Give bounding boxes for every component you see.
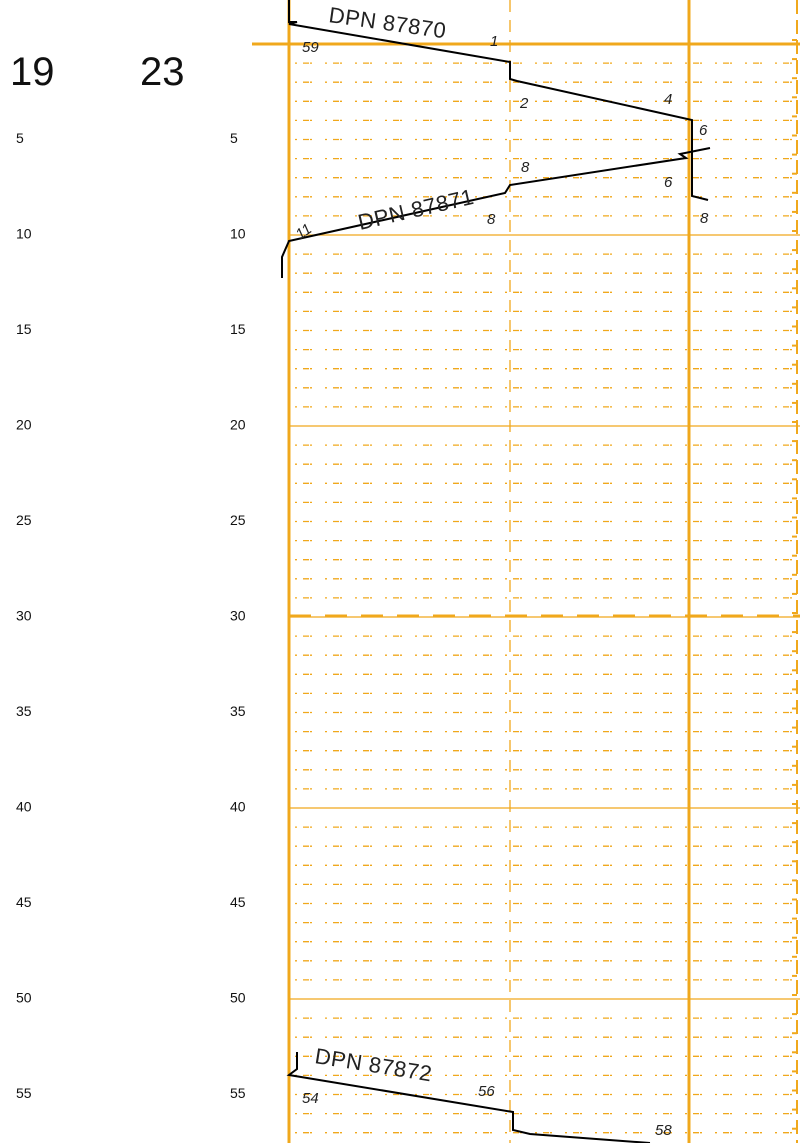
minute-label-left: 10 bbox=[16, 226, 32, 242]
minute-label-left: 5 bbox=[16, 130, 24, 146]
train-path-87872 bbox=[286, 1052, 651, 1143]
minute-label-right: 20 bbox=[230, 417, 246, 433]
train-label-87872: DPN 87872 bbox=[313, 1043, 434, 1086]
minute-label-left: 45 bbox=[16, 894, 32, 910]
train-mark: 8 bbox=[521, 159, 530, 176]
minute-label-right: 45 bbox=[230, 894, 246, 910]
minute-label-left: 15 bbox=[16, 321, 32, 337]
train-annotations: DPN 87870 59 1 2 4 6 DPN 87871 6 8 8 8 1… bbox=[293, 2, 709, 1139]
minute-label-left: 50 bbox=[16, 990, 32, 1006]
minute-label-left: 25 bbox=[16, 512, 32, 528]
minute-label-right: 5 bbox=[230, 130, 238, 146]
minute-label-left: 55 bbox=[16, 1085, 32, 1101]
time-axis-labels: 19 23 bbox=[10, 50, 185, 94]
train-mark: 8 bbox=[487, 211, 496, 228]
minute-label-right: 50 bbox=[230, 990, 246, 1006]
minute-label-left: 40 bbox=[16, 799, 32, 815]
train-mark: 4 bbox=[664, 91, 672, 108]
train-mark: 58 bbox=[655, 1122, 672, 1139]
train-mark: 8 bbox=[700, 210, 709, 227]
minute-label-left: 35 bbox=[16, 703, 32, 719]
minute-label-right: 10 bbox=[230, 226, 246, 242]
minute-label-left: 30 bbox=[16, 608, 32, 624]
minute-label-right: 55 bbox=[230, 1085, 246, 1101]
minute-label-right: 15 bbox=[230, 321, 246, 337]
train-path-87870 bbox=[288, 0, 709, 201]
train-mark: 6 bbox=[699, 122, 708, 139]
train-label-87871: DPN 87871 bbox=[356, 184, 477, 235]
hour-label-left: 19 bbox=[10, 50, 55, 94]
train-label-87870: DPN 87870 bbox=[327, 2, 448, 43]
train-mark: 6 bbox=[664, 174, 673, 191]
minute-label-right: 30 bbox=[230, 608, 246, 624]
hour-label-right: 23 bbox=[140, 50, 185, 94]
time-grid bbox=[252, 0, 800, 1143]
train-mark: 2 bbox=[519, 95, 529, 112]
train-mark: 56 bbox=[478, 1083, 495, 1100]
train-mark: 59 bbox=[302, 39, 319, 56]
train-mark: 1 bbox=[490, 33, 498, 50]
minute-label-left: 20 bbox=[16, 417, 32, 433]
minute-label-right: 25 bbox=[230, 512, 246, 528]
train-paths bbox=[281, 0, 711, 1143]
train-path-87871 bbox=[281, 147, 711, 278]
minute-label-right: 40 bbox=[230, 799, 246, 815]
train-mark: 54 bbox=[302, 1090, 319, 1107]
minute-label-right: 35 bbox=[230, 703, 246, 719]
